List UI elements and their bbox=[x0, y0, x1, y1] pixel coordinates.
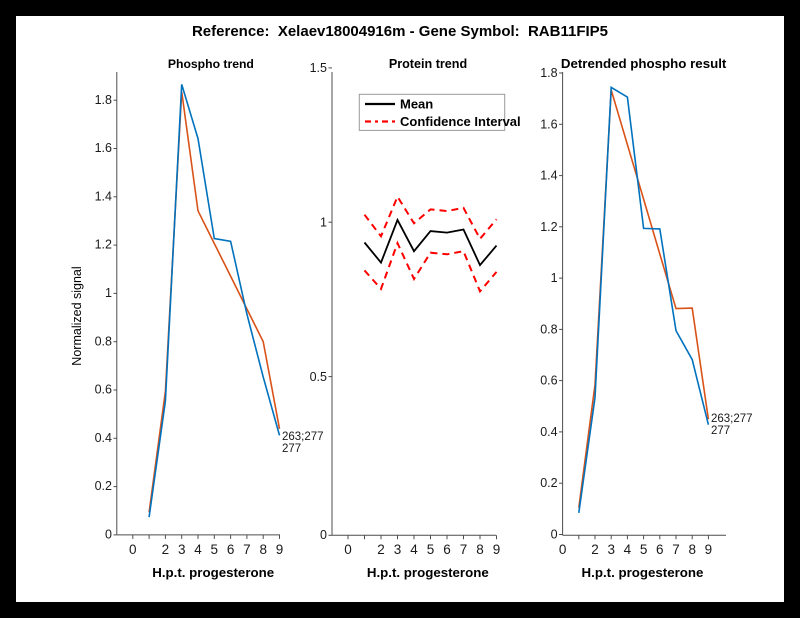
svg-text:8: 8 bbox=[259, 542, 267, 557]
svg-text:5: 5 bbox=[211, 542, 219, 557]
svg-text:Protein trend: Protein trend bbox=[389, 57, 467, 71]
svg-text:7: 7 bbox=[460, 542, 468, 557]
svg-text:0: 0 bbox=[344, 542, 352, 557]
svg-text:Phospho trend: Phospho trend bbox=[168, 57, 254, 71]
svg-text:3: 3 bbox=[178, 542, 186, 557]
svg-text:263;277: 263;277 bbox=[711, 413, 753, 425]
svg-text:0.5: 0.5 bbox=[310, 370, 327, 384]
svg-text:2: 2 bbox=[162, 542, 170, 557]
svg-text:5: 5 bbox=[640, 542, 648, 557]
svg-text:Mean: Mean bbox=[400, 97, 433, 112]
svg-text:0: 0 bbox=[105, 528, 112, 542]
svg-text:Confidence Interval: Confidence Interval bbox=[400, 114, 521, 129]
svg-text:1.8: 1.8 bbox=[95, 93, 112, 107]
svg-text:9: 9 bbox=[493, 542, 501, 557]
svg-text:Normalized signal: Normalized signal bbox=[70, 266, 84, 365]
svg-text:9: 9 bbox=[705, 542, 713, 557]
svg-text:1.8: 1.8 bbox=[540, 66, 557, 80]
svg-text:0.4: 0.4 bbox=[540, 425, 557, 439]
svg-text:4: 4 bbox=[194, 542, 202, 557]
svg-text:0.2: 0.2 bbox=[540, 476, 557, 490]
svg-text:1.4: 1.4 bbox=[95, 189, 112, 203]
svg-text:0: 0 bbox=[129, 542, 137, 557]
svg-text:1: 1 bbox=[551, 271, 558, 285]
svg-text:2: 2 bbox=[591, 542, 599, 557]
svg-text:1.6: 1.6 bbox=[540, 117, 557, 131]
svg-text:9: 9 bbox=[276, 542, 284, 557]
svg-text:1: 1 bbox=[320, 216, 327, 230]
svg-text:0.8: 0.8 bbox=[540, 322, 557, 336]
svg-text:8: 8 bbox=[688, 542, 696, 557]
svg-text:H.p.t. progesterone: H.p.t. progesterone bbox=[582, 565, 704, 580]
svg-text:6: 6 bbox=[443, 542, 451, 557]
svg-text:6: 6 bbox=[227, 542, 235, 557]
svg-text:0.6: 0.6 bbox=[540, 374, 557, 388]
svg-text:6: 6 bbox=[656, 542, 664, 557]
svg-text:263;277: 263;277 bbox=[282, 431, 324, 443]
svg-text:0: 0 bbox=[559, 542, 567, 557]
svg-text:0.4: 0.4 bbox=[95, 431, 112, 445]
svg-text:H.p.t. progesterone: H.p.t. progesterone bbox=[367, 565, 489, 580]
svg-text:277: 277 bbox=[282, 443, 301, 455]
svg-text:5: 5 bbox=[427, 542, 435, 557]
svg-text:1.4: 1.4 bbox=[540, 169, 557, 183]
svg-text:8: 8 bbox=[476, 542, 484, 557]
svg-text:1.2: 1.2 bbox=[540, 220, 557, 234]
svg-text:0.6: 0.6 bbox=[95, 383, 112, 397]
svg-text:0: 0 bbox=[551, 528, 558, 542]
svg-text:1.2: 1.2 bbox=[95, 238, 112, 252]
svg-text:Reference: Xelaev18004916m -: Reference: Xelaev18004916m - Gene Symbol… bbox=[192, 23, 608, 40]
svg-text:277: 277 bbox=[711, 425, 730, 437]
svg-text:2: 2 bbox=[377, 542, 385, 557]
svg-text:3: 3 bbox=[394, 542, 402, 557]
svg-text:7: 7 bbox=[243, 542, 251, 557]
svg-text:4: 4 bbox=[624, 542, 632, 557]
svg-text:7: 7 bbox=[672, 542, 680, 557]
svg-text:1.6: 1.6 bbox=[95, 141, 112, 155]
svg-text:Detrended phospho result: Detrended phospho result bbox=[561, 56, 727, 71]
svg-text:1: 1 bbox=[105, 286, 112, 300]
svg-text:0.8: 0.8 bbox=[95, 334, 112, 348]
svg-text:1.5: 1.5 bbox=[310, 61, 327, 75]
svg-text:0.2: 0.2 bbox=[95, 479, 112, 493]
svg-text:3: 3 bbox=[607, 542, 615, 557]
svg-text:0: 0 bbox=[320, 528, 327, 542]
svg-text:4: 4 bbox=[410, 542, 418, 557]
svg-text:H.p.t. progesterone: H.p.t. progesterone bbox=[152, 565, 274, 580]
